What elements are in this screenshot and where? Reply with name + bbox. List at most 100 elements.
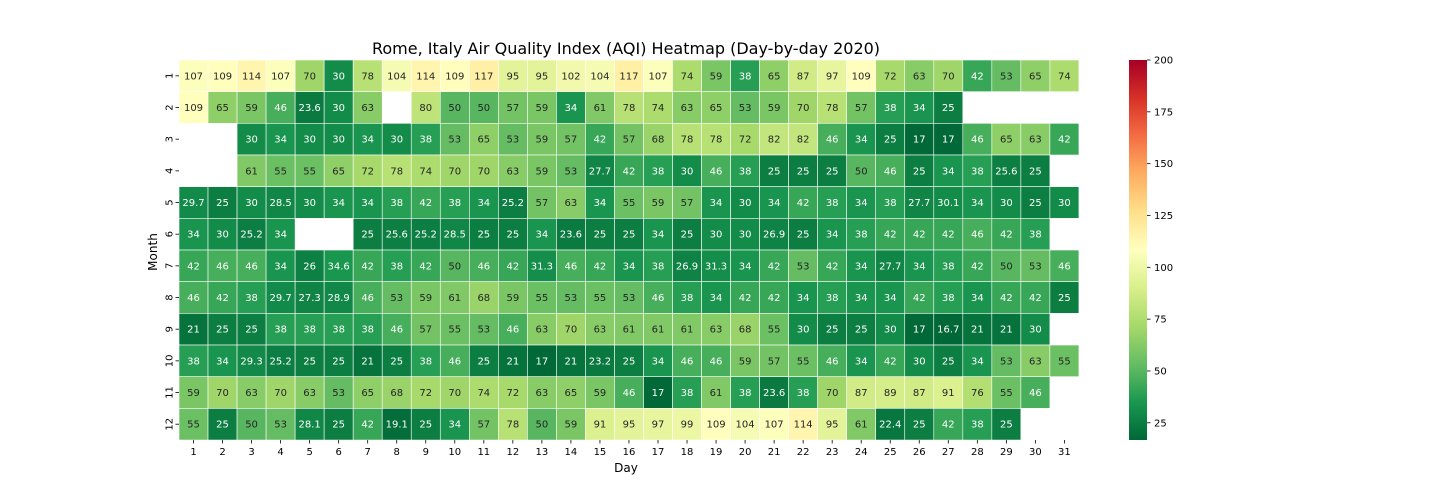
cell-value-label: 65 [565, 388, 578, 399]
cell-value-label: 30 [797, 325, 810, 336]
y-tick-label: 11 [165, 386, 176, 399]
cell-value-label: 34 [361, 135, 374, 146]
x-axis-label: Day [614, 461, 638, 475]
x-tick-label: 25 [884, 447, 897, 458]
heatmap-cell [236, 218, 267, 251]
cell-value-label: 53 [332, 388, 345, 399]
cell-value-label: 59 [506, 293, 519, 304]
heatmap-cell [817, 123, 847, 156]
heatmap-cell [933, 59, 964, 92]
cell-value-label: 46 [826, 135, 839, 146]
cell-value-label: 61 [245, 166, 258, 177]
cell-value-label: 74 [1058, 71, 1071, 82]
cell-value-label: 55 [274, 166, 287, 177]
cell-value-label: 53 [623, 293, 636, 304]
heatmap-cell [904, 154, 935, 187]
x-tick-label: 9 [423, 447, 429, 458]
cell-value-label: 28.9 [328, 293, 350, 304]
colorbar [1129, 60, 1147, 440]
cell-value-label: 27.7 [879, 261, 901, 272]
heatmap-cell [788, 376, 818, 409]
heatmap-cell [265, 281, 296, 314]
heatmap-cell [730, 376, 760, 409]
heatmap-cell [207, 218, 238, 251]
heatmap-cell [904, 281, 935, 314]
heatmap-cell [875, 218, 906, 251]
cell-value-label: 46 [681, 356, 694, 367]
cell-value-label: 46 [216, 261, 229, 272]
cell-value-label: 59 [739, 356, 752, 367]
x-tick-label: 23 [826, 447, 839, 458]
cell-value-label: 25.2 [240, 230, 262, 241]
cell-value-label: 97 [652, 420, 665, 431]
cell-value-label: 46 [652, 293, 665, 304]
y-tick-label: 8 [165, 294, 176, 300]
cell-value-label: 46 [1029, 388, 1042, 399]
cell-value-label: 42 [1029, 293, 1042, 304]
heatmap-cell [788, 123, 818, 156]
cell-value-label: 38 [332, 325, 345, 336]
cell-value-label: 16.7 [937, 325, 959, 336]
cell-value-label: 25 [477, 356, 490, 367]
heatmap-cell [207, 408, 238, 441]
cell-value-label: 74 [652, 103, 665, 114]
cell-value-label: 23.6 [560, 230, 582, 241]
heatmap-cell [352, 344, 383, 377]
cell-value-label: 63 [245, 388, 258, 399]
cell-value-label: 28.5 [444, 230, 466, 241]
cell-value-label: 50 [1000, 261, 1013, 272]
heatmap-cell [730, 123, 760, 156]
x-tick-label: 12 [506, 447, 519, 458]
cell-value-label: 30 [710, 230, 723, 241]
heatmap-cell [498, 281, 528, 314]
heatmap-cell [904, 408, 935, 441]
cell-value-label: 25 [913, 166, 926, 177]
colorbar-tick-label: 50 [1154, 366, 1167, 377]
heatmap-cell [585, 123, 615, 156]
cell-value-label: 38 [826, 198, 839, 209]
cell-value-label: 25 [594, 230, 607, 241]
heatmap-cell [265, 123, 296, 156]
cell-value-label: 55 [187, 420, 200, 431]
cell-value-label: 28.5 [269, 198, 291, 209]
heatmap-cell [352, 376, 383, 409]
heatmap-cell [1049, 281, 1080, 314]
cell-value-label: 25 [216, 420, 229, 431]
heatmap-cell [1049, 59, 1080, 92]
cell-value-label: 38 [884, 103, 897, 114]
cell-value-label: 25 [1058, 293, 1071, 304]
heatmap-cell [178, 376, 209, 409]
cell-value-label: 30.1 [937, 198, 959, 209]
cell-value-label: 78 [826, 103, 839, 114]
cell-value-label: 50 [855, 166, 868, 177]
colorbar-tick-label: 175 [1154, 107, 1173, 118]
cell-value-label: 59 [565, 420, 578, 431]
cell-value-label: 109 [852, 71, 871, 82]
cell-value-label: 25 [913, 420, 926, 431]
x-tick-label: 7 [365, 447, 371, 458]
cell-value-label: 50 [245, 420, 258, 431]
cell-value-label: 46 [826, 356, 839, 367]
heatmap-cell [178, 218, 209, 251]
heatmap-cell [933, 376, 964, 409]
heatmap-cell [207, 59, 238, 92]
heatmap-cell [759, 313, 789, 346]
heatmap-cell [207, 376, 238, 409]
cell-value-label: 25.2 [269, 356, 291, 367]
cell-value-label: 25 [623, 356, 636, 367]
cell-value-label: 38 [390, 261, 403, 272]
heatmap-cell [759, 91, 789, 124]
heatmap-cell [323, 376, 354, 409]
cell-value-label: 34 [913, 103, 926, 114]
x-tick-label: 3 [248, 447, 254, 458]
cell-value-label: 30 [739, 198, 752, 209]
heatmap-cell [498, 186, 528, 219]
heatmap-cell [701, 59, 731, 92]
heatmap-cell [352, 281, 383, 314]
colorbar-tick-label: 150 [1154, 159, 1173, 170]
cell-value-label: 34 [187, 230, 200, 241]
heatmap-cell [1049, 123, 1080, 156]
heatmap-cell [614, 91, 644, 124]
cell-value-label: 72 [506, 388, 519, 399]
cell-value-label: 42 [1058, 135, 1071, 146]
